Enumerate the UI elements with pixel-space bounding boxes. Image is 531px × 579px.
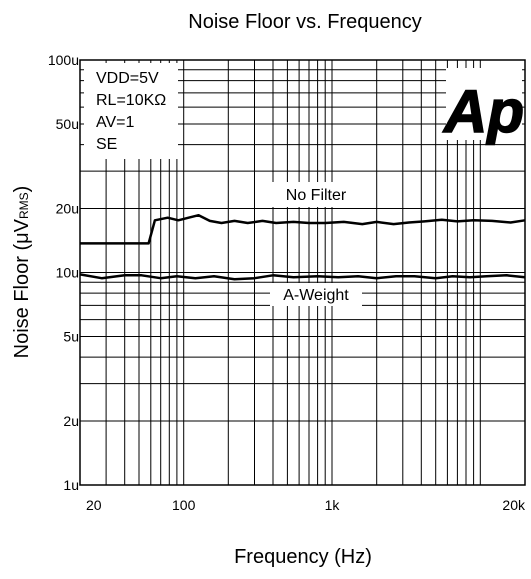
no-filter-label: No Filter xyxy=(286,187,347,204)
x-tick-label: 1k xyxy=(325,497,341,513)
y-tick-label: 50u xyxy=(56,116,79,132)
y-axis-label-main: Noise Floor (μV xyxy=(11,218,33,358)
condition-se: SE xyxy=(96,136,117,153)
y-axis-label-subscript: RMS xyxy=(17,192,31,219)
x-tick-label: 20 xyxy=(86,497,102,513)
x-tick-label: 100 xyxy=(172,497,196,513)
y-tick-label: 10u xyxy=(56,265,79,281)
condition-av: AV=1 xyxy=(96,114,135,131)
y-tick-label: 5u xyxy=(63,329,79,345)
series-label-no-filter: No Filter xyxy=(270,182,362,207)
y-axis-label-suffix: ) xyxy=(11,186,33,193)
chart-title: Noise Floor vs. Frequency xyxy=(188,11,421,33)
series-line-a-weight xyxy=(79,273,526,281)
y-tick-label: 20u xyxy=(56,201,79,217)
condition-rl: RL=10KΩ xyxy=(96,92,166,109)
conditions-background xyxy=(84,63,178,159)
logo-text: Ap xyxy=(442,78,524,145)
no-filter-label-background xyxy=(270,182,362,207)
y-tick-label: 1u xyxy=(63,477,79,493)
series-line-no-filter xyxy=(80,213,526,245)
ap-logo: Ap xyxy=(441,68,525,146)
series-layer xyxy=(79,213,526,281)
a-weight-label: A-Weight xyxy=(283,287,349,304)
logo-background xyxy=(446,68,522,140)
series-label-a-weight: A-Weight xyxy=(270,283,362,306)
y-tick-label: 100u xyxy=(48,52,79,68)
conditions-box: VDD=5V RL=10KΩ AV=1 SE xyxy=(84,63,178,159)
condition-vdd: VDD=5V xyxy=(96,70,159,87)
y-tick-label: 2u xyxy=(63,413,79,429)
x-tick-label: 20k xyxy=(502,497,526,513)
x-axis-label: Frequency (Hz) xyxy=(234,546,372,568)
tick-labels: 20 100 1k 20k 100u 50u 20u 10u 5u 2u 1u xyxy=(48,52,526,513)
plot-area xyxy=(79,59,526,486)
a-weight-label-background xyxy=(270,283,362,306)
y-axis-label: Noise Floor (μVRMS) xyxy=(11,186,33,359)
